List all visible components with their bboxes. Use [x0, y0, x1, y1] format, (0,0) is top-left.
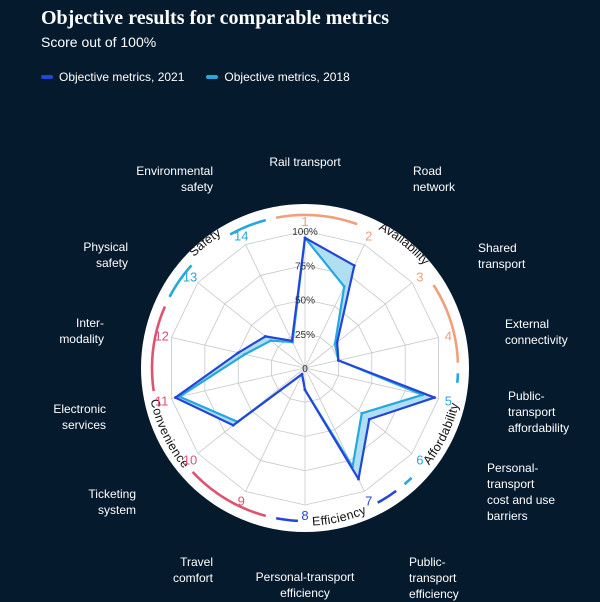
data-point-2021-14 [290, 339, 294, 343]
legend: Objective metrics, 2021 Objective metric… [41, 70, 372, 84]
legend-item-2018: Objective metrics, 2018 [206, 70, 350, 84]
axis-label-6: Personal-transport cost and use barriers [487, 461, 555, 523]
axis-label-12: Inter-modality [59, 316, 104, 346]
axis-label-13: Physical safety [83, 240, 128, 270]
value-label-4: 100% [292, 227, 318, 238]
difference-area-1 [305, 237, 355, 287]
axis-number-10: 10 [183, 453, 197, 468]
axis-number-3: 3 [416, 269, 423, 284]
axis-label-4: External connectivity [505, 317, 568, 347]
value-label-1: 25% [295, 330, 315, 341]
axis-number-11: 11 [155, 394, 169, 409]
data-point-2021-5 [433, 396, 436, 399]
legend-swatch-2018 [206, 75, 219, 79]
axis-label-10: Ticketing system [88, 487, 136, 517]
data-point-2018-12 [243, 352, 247, 356]
axis-label-7: Public-transport efficiency [409, 555, 459, 601]
difference-area-6 [352, 413, 370, 480]
data-point-2021-11 [174, 396, 177, 399]
data-point-2021-6 [367, 417, 371, 421]
data-point-2021-4 [336, 358, 340, 362]
data-point-2021-1 [303, 236, 307, 240]
data-point-2021-8 [303, 388, 307, 392]
axis-number-6: 6 [416, 453, 423, 468]
data-point-2021-7 [357, 477, 360, 481]
axis-label-11: Electronic services [53, 402, 106, 432]
axis-number-9: 9 [238, 493, 245, 508]
axis-number-5: 5 [445, 394, 452, 409]
data-point-2021-10 [231, 423, 235, 427]
grid-spoke-3 [304, 282, 413, 369]
data-point-2021-12 [236, 351, 240, 355]
axis-label-9: Travel comfort [173, 555, 214, 585]
axis-number-14: 14 [234, 229, 248, 244]
difference-area-5 [361, 394, 435, 420]
data-point-2021-9 [300, 372, 304, 376]
axis-label-2: Road network [413, 164, 456, 194]
grid-spoke-6 [304, 367, 413, 454]
value-label-2: 50% [295, 296, 315, 307]
grid-spoke-9 [245, 367, 306, 492]
axis-label-3: Shared transport [478, 241, 526, 271]
axis-number-4: 4 [445, 328, 452, 343]
grid-spoke-11 [171, 367, 306, 399]
chart-subtitle: Score out of 100% [41, 34, 157, 50]
axis-label-14: Environmental safety [136, 164, 213, 194]
data-point-2018-13 [269, 339, 273, 343]
legend-item-2021: Objective metrics, 2021 [41, 70, 184, 84]
data-point-2021-2 [352, 264, 356, 267]
axis-label-1: Rail transport [269, 155, 341, 169]
data-point-2018-2 [342, 285, 346, 288]
legend-label-2021: Objective metrics, 2021 [59, 70, 185, 84]
axis-number-8: 8 [301, 508, 308, 523]
difference-area-12 [238, 336, 271, 355]
legend-swatch-2021 [41, 75, 53, 79]
value-label-3: 75% [295, 261, 315, 272]
axis-number-13: 13 [183, 269, 197, 284]
grid-spoke-13 [197, 282, 306, 369]
axis-label-8: Personal-transport efficiency [256, 570, 355, 600]
data-point-2021-3 [335, 340, 339, 344]
data-point-2021-13 [263, 334, 267, 338]
axis-number-1: 1 [301, 214, 308, 229]
grid-spoke-14 [245, 244, 306, 369]
axis-number-2: 2 [365, 229, 372, 244]
axis-label-5: Public-transport affordability [508, 389, 569, 435]
data-point-2018-3 [333, 342, 337, 346]
grid-spoke-4 [304, 337, 439, 369]
axis-number-12: 12 [154, 328, 168, 343]
axis-number-7: 7 [365, 493, 372, 508]
value-label-0: 0 [302, 364, 308, 375]
chart-title: Objective results for comparable metrics [41, 7, 390, 29]
legend-label-2018: Objective metrics, 2018 [224, 70, 350, 84]
data-point-2018-6 [360, 411, 364, 415]
